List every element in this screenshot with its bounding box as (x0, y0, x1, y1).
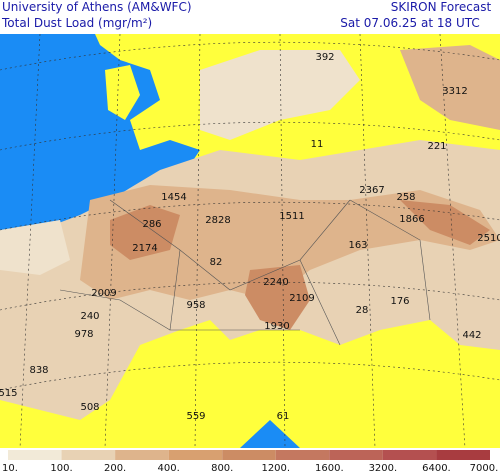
dust-value-label: 559 (186, 411, 205, 422)
dust-value-label: 1511 (279, 211, 304, 222)
legend-swatch (168, 450, 223, 460)
dust-value-label: 61 (277, 411, 290, 422)
dust-value-label: 2367 (359, 185, 384, 196)
legend-label: 100. (50, 463, 72, 473)
dust-value-label: 838 (29, 365, 48, 376)
legend: 10. 100. 200. 400. 800. 1200. 1600. 3200. 6400. 7… (2, 450, 498, 473)
dust-value-label: 392 (315, 52, 334, 63)
dust-value-label: 1866 (399, 214, 424, 225)
map: 392 3312 221 11 2367 258 1454 286 2828 1511 1866 25… (0, 34, 500, 448)
dust-very-light (200, 50, 360, 140)
dust-mid (80, 185, 500, 300)
dust-value-label: 82 (210, 257, 223, 268)
header-product: SKIRON Forecast (391, 0, 492, 14)
legend-swatch (275, 450, 330, 460)
dust-value-label: 2240 (263, 277, 288, 288)
dust-value-label: 176 (390, 296, 409, 307)
dust-value-label: 28 (356, 305, 369, 316)
legend-swatch (329, 450, 383, 460)
dust-value-label: 2109 (289, 293, 314, 304)
dust-high-2 (245, 265, 310, 330)
legend-label: 10. (2, 463, 18, 473)
dust-value-label: 958 (186, 300, 205, 311)
dust-value-label: 2009 (91, 288, 116, 299)
dust-value-label: 442 (462, 330, 481, 341)
dust-value-label: 515 (0, 388, 18, 399)
dust-high-3 (400, 200, 490, 245)
legend-label: 1200. (261, 463, 290, 473)
legend-label: 3200. (369, 463, 398, 473)
legend-swatch (222, 450, 276, 460)
legend-swatch (436, 450, 490, 460)
legend-label: 7000. (470, 463, 499, 473)
legend-label: 800. (211, 463, 233, 473)
borders (59, 199, 431, 346)
dust-value-label: 240 (80, 311, 99, 322)
dust-value-label: 11 (311, 139, 324, 150)
dust-east (400, 45, 500, 130)
legend-label: 6400. (422, 463, 451, 473)
dust-value-label: 3312 (442, 86, 467, 97)
graticule (0, 34, 500, 448)
dust-value-label: 286 (142, 219, 161, 230)
dust-value-label: 2828 (205, 215, 230, 226)
legend-label: 1600. (315, 463, 344, 473)
legend-swatch (8, 450, 62, 460)
dust-value-label: 1454 (161, 192, 186, 203)
dust-value-label: 508 (80, 402, 99, 413)
map-labels: 392 3312 221 11 2367 258 1454 286 2828 1511 1866 25… (0, 52, 500, 422)
header-variable: Total Dust Load (mgr/m²) (1, 16, 152, 30)
dust-value-label: 1930 (264, 321, 289, 332)
legend-swatch (382, 450, 437, 460)
legend-swatch (61, 450, 116, 460)
dust-value-label: 163 (348, 240, 367, 251)
land-britain (105, 65, 140, 120)
dust-high-1 (110, 205, 180, 260)
dust-value-label: 221 (427, 141, 446, 152)
dust-value-label: 258 (396, 192, 415, 203)
dust-value-label: 2510 (477, 233, 500, 244)
dust-value-label: 978 (74, 329, 93, 340)
dust-atlantic (0, 220, 70, 275)
legend-label: 400. (158, 463, 180, 473)
header-date: Sat 07.06.25 at 18 UTC (340, 16, 480, 30)
legend-swatch (115, 450, 169, 460)
dust-value-label: 2174 (132, 243, 157, 254)
header-institution: University of Athens (AM&WFC) (2, 0, 192, 14)
legend-label: 200. (104, 463, 126, 473)
